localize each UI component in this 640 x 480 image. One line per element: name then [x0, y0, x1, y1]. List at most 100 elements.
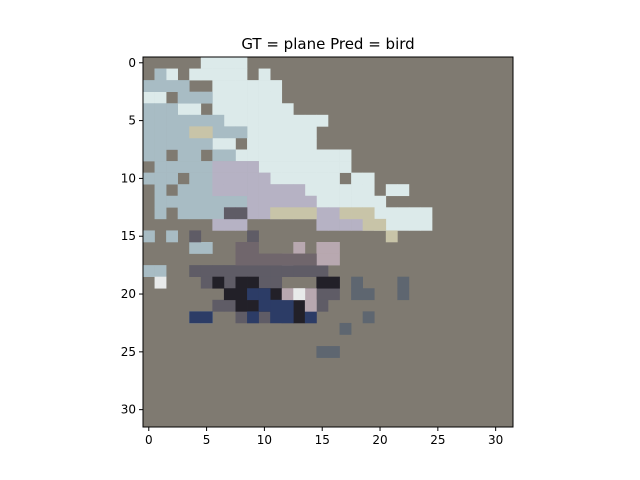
image-pixel [293, 299, 306, 312]
image-pixel [166, 126, 178, 139]
image-pixel [316, 242, 329, 254]
image-area [143, 57, 513, 427]
axes-frame [142, 56, 514, 428]
image-pixel [397, 184, 410, 197]
image-pixel [328, 346, 340, 358]
image-pixel [223, 184, 236, 197]
image-pixel [316, 114, 329, 127]
image-pixel [328, 276, 340, 289]
image-pixel [270, 161, 283, 173]
image-pixel [293, 137, 306, 150]
image-pixel [304, 311, 317, 324]
image-pixel [293, 311, 306, 324]
image-pixel [166, 137, 178, 150]
image-pixel [247, 126, 259, 139]
image-pixel [235, 253, 248, 266]
image-pixel [258, 149, 271, 162]
image-pixel [362, 218, 375, 231]
image-pixel [420, 207, 433, 220]
image-pixel [316, 265, 329, 277]
image-pixel [408, 207, 421, 220]
image-pixel [200, 311, 213, 324]
image-pixel [143, 114, 155, 127]
image-pixel [258, 161, 271, 173]
image-pixel [293, 184, 306, 197]
image-pixel [270, 126, 283, 139]
image-pixel [258, 137, 271, 150]
image-pixel [200, 126, 213, 139]
image-pixel [200, 68, 213, 81]
image-pixel [397, 207, 410, 220]
image-pixel [177, 207, 190, 220]
image-pixel [374, 195, 387, 208]
image-pixel [223, 288, 236, 301]
image-pixel [281, 149, 294, 162]
image-pixel [258, 288, 271, 301]
image-pixel [293, 265, 306, 277]
image-pixel [166, 172, 178, 185]
image-pixel [200, 184, 213, 197]
image-pixel [258, 68, 271, 81]
image-pixel [189, 137, 202, 150]
image-pixel [328, 242, 340, 254]
image-pixel [316, 346, 329, 358]
image-pixel [270, 195, 283, 208]
image-pixel [339, 218, 352, 231]
image-pixel [362, 311, 375, 324]
image-pixel [304, 288, 317, 301]
image-pixel [247, 114, 259, 127]
image-pixel [235, 299, 248, 312]
image-pixel [258, 253, 271, 266]
image-pixel [304, 161, 317, 173]
image-pixel [154, 137, 167, 150]
image-pixel [223, 299, 236, 312]
image-pixel [177, 137, 190, 150]
image-pixel [247, 184, 259, 197]
image-pixel [293, 207, 306, 220]
image-pixel [304, 184, 317, 197]
image-pixel [200, 195, 213, 208]
image-pixel [304, 137, 317, 150]
image-pixel [235, 149, 248, 162]
image-pixel [154, 184, 167, 197]
image-pixel [316, 172, 329, 185]
image-pixel [397, 218, 410, 231]
image-pixel [339, 161, 352, 173]
image-pixel [304, 207, 317, 220]
image-pixel [281, 137, 294, 150]
image-pixel [143, 149, 155, 162]
image-pixel [316, 276, 329, 289]
image-pixel [212, 265, 225, 277]
image-pixel [270, 184, 283, 197]
image-pixel [154, 103, 167, 116]
image-pixel [316, 161, 329, 173]
image-pixel [304, 149, 317, 162]
image-pixel [397, 276, 410, 289]
image-pixel [270, 265, 283, 277]
x-tick-label: 10 [257, 433, 272, 447]
image-pixel [270, 91, 283, 104]
image-pixel [362, 207, 375, 220]
image-pixel [143, 91, 155, 104]
image-pixel [177, 184, 190, 197]
image-pixel [212, 137, 225, 150]
image-pixel [247, 311, 259, 324]
x-tick-label: 5 [203, 433, 211, 447]
image-pixel [143, 172, 155, 185]
image-pixel [189, 126, 202, 139]
image-pixel [270, 288, 283, 301]
image-pixel [258, 114, 271, 127]
image-pixel [247, 288, 259, 301]
image-pixel [328, 172, 340, 185]
image-pixel [339, 195, 352, 208]
image-pixel [212, 80, 225, 92]
image-pixel [316, 288, 329, 301]
image-pixel [223, 265, 236, 277]
image-pixel [200, 172, 213, 185]
image-pixel [177, 126, 190, 139]
image-pixel [316, 218, 329, 231]
image-pixel [339, 322, 352, 335]
image-pixel [189, 68, 202, 81]
image-pixel [235, 184, 248, 197]
